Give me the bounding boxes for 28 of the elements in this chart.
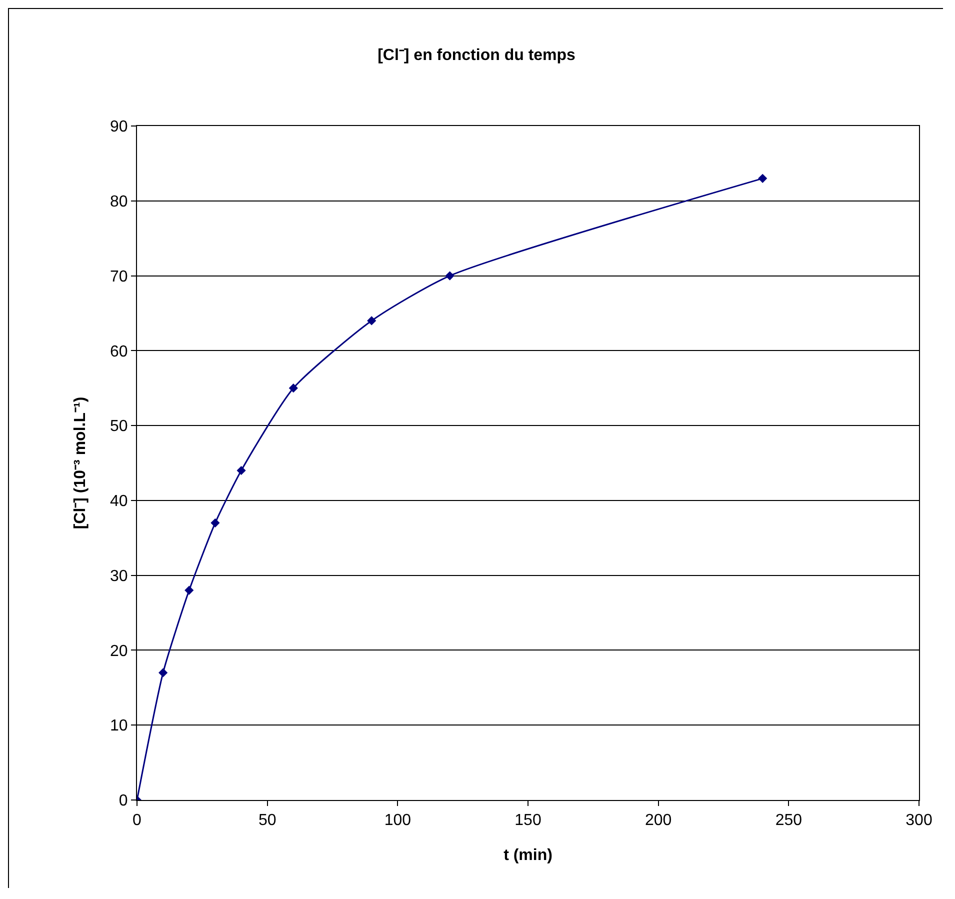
- y-tick-label: 10: [110, 718, 128, 735]
- point: [184, 586, 194, 595]
- chart-title: [Cl⁻] en fonction du temps: [378, 46, 576, 64]
- y-tick-label: 90: [110, 118, 128, 136]
- y-tick-label: 20: [110, 642, 128, 660]
- y-tick-label: 40: [110, 493, 128, 510]
- x-tick-label: 300: [906, 812, 932, 830]
- y-tick-label: 60: [110, 343, 128, 360]
- point: [758, 174, 768, 183]
- x-tick-label: 50: [258, 812, 276, 830]
- y-tick-label: 70: [110, 268, 128, 286]
- point: [445, 271, 454, 280]
- y-tick-label: 50: [110, 418, 128, 436]
- y-tick-label: 0: [118, 792, 128, 810]
- point: [288, 384, 298, 393]
- x-axis-title: t (min): [504, 846, 552, 864]
- y-tick-label: 80: [110, 193, 128, 210]
- x-tick-label: 200: [644, 812, 672, 830]
- point: [210, 518, 220, 528]
- x-tick-label: 0: [132, 812, 142, 830]
- x-tick-label: 100: [384, 812, 412, 830]
- point: [236, 466, 246, 476]
- point: [158, 668, 168, 678]
- x-tick-label: 150: [514, 812, 542, 830]
- y-tick-label: 30: [110, 568, 128, 585]
- y-axis-title: [Cl⁻] (10⁻³ mol.L⁻¹): [72, 396, 89, 530]
- x-tick-label: 250: [775, 812, 802, 830]
- point: [367, 316, 376, 326]
